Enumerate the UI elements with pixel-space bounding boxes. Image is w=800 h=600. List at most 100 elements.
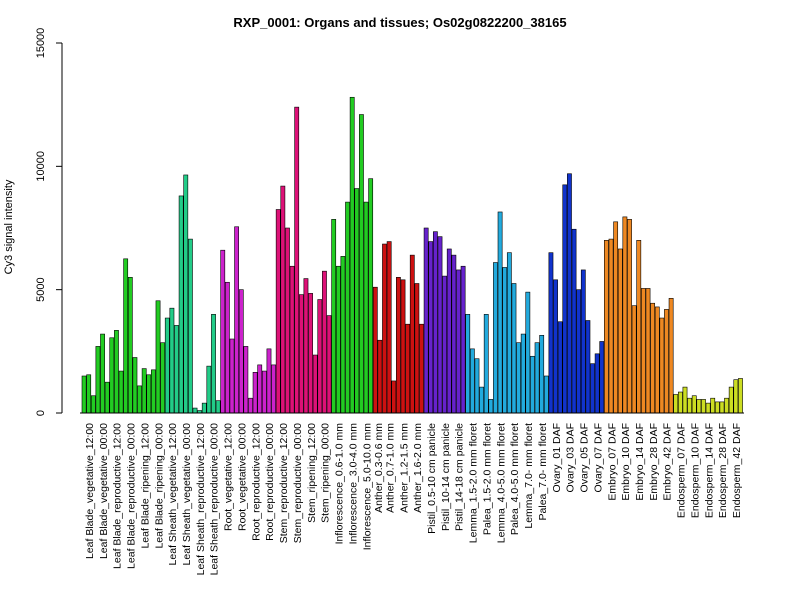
x-tick-label: Pistil_14-18 cm panicle: [454, 423, 466, 531]
bar: [104, 381, 110, 414]
bar: [691, 395, 697, 414]
bar: [673, 394, 679, 414]
bar: [192, 407, 198, 414]
bar: [151, 369, 156, 414]
bar: [497, 211, 503, 414]
x-tick-label: Embryo_07 DAF: [606, 423, 618, 501]
bar: [469, 348, 475, 414]
bar: [585, 320, 591, 414]
bar: [224, 281, 230, 414]
x-tick-label: Lemma_1.5-2.0 mm floret: [468, 423, 480, 543]
bar: [303, 278, 309, 414]
bar: [580, 269, 586, 414]
bar: [428, 241, 434, 414]
bar: [391, 380, 397, 414]
bar: [405, 323, 411, 414]
bar: [636, 240, 642, 414]
bar: [654, 306, 660, 414]
x-tick-label: Endosperm_14 DAF: [703, 423, 715, 518]
bar: [733, 379, 739, 414]
bar: [396, 277, 401, 414]
x-tick-label: Root_vegetative_12:00: [223, 423, 235, 531]
x-tick-label: Endosperm_42 DAF: [731, 423, 743, 518]
bar: [377, 339, 383, 414]
bar: [460, 265, 466, 414]
bar: [668, 297, 674, 414]
bar: [562, 184, 568, 414]
bar: [414, 283, 420, 414]
bar: [229, 338, 235, 414]
bars: [81, 96, 743, 414]
x-tick-label: Palea_1.5-2.0 mm floret: [481, 423, 493, 535]
bar: [456, 269, 461, 414]
bar: [493, 262, 498, 414]
x-tick-label: Embryo_28 DAF: [648, 423, 660, 501]
bar: [576, 289, 582, 414]
chart-title: RXP_0001: Organs and tissues; Os02g08222…: [233, 15, 566, 30]
x-tick-label: Anther_0.7-1.0 mm: [384, 423, 396, 513]
x-tick-label: Leaf Blade_reproductive_00:00: [126, 423, 138, 569]
x-tick-label: Root_reproductive_12:00: [250, 423, 262, 541]
bar: [451, 254, 457, 414]
x-tick-label: Pistil_0.5-10 cm panicle: [426, 423, 438, 534]
bar: [215, 400, 221, 414]
bar: [340, 256, 346, 414]
bar: [164, 317, 170, 414]
bar: [211, 314, 216, 414]
bar: [372, 286, 378, 414]
bar: [613, 221, 619, 414]
bar: [359, 114, 364, 414]
bar: [86, 374, 92, 414]
bar: [137, 385, 142, 414]
x-tick-label: Anther_1.6-2.0 mm: [412, 423, 424, 513]
bar: [160, 342, 166, 414]
bar: [650, 302, 656, 414]
x-tick-label: Lemma_4.0-5.0 mm floret: [495, 423, 507, 543]
x-tick-label: Ovary_03 DAF: [565, 423, 577, 492]
bar: [728, 386, 734, 414]
bar: [322, 270, 327, 414]
bar: [543, 375, 549, 414]
x-tick-label: Leaf Blade_ripening_00:00: [153, 423, 165, 549]
bar: [701, 399, 706, 414]
bar: [604, 240, 609, 414]
bar: [409, 254, 415, 414]
bar: [141, 368, 147, 414]
bar: [548, 252, 554, 414]
bar: [617, 248, 623, 414]
x-tick-label: Pistil_10-14 cm panicle: [440, 423, 452, 531]
x-tick-label: Inflorescence_0.6-1.0 mm: [334, 423, 346, 545]
x-tick-label: Endosperm_07 DAF: [676, 423, 688, 518]
bar: [557, 321, 563, 414]
x-tick-label: Leaf Blade_ripening_12:00: [139, 423, 151, 549]
bar: [317, 299, 323, 414]
bar: [109, 337, 115, 414]
bar: [100, 333, 105, 414]
bar: [483, 314, 489, 414]
bar: [590, 363, 595, 414]
bar: [594, 353, 600, 414]
bar: [127, 277, 133, 414]
bar: [132, 357, 138, 414]
bar: [183, 174, 189, 414]
bar: [81, 375, 87, 414]
bar: [502, 267, 508, 414]
y-tick-label: 10000: [35, 151, 47, 182]
x-tick-label: Embryo_42 DAF: [662, 423, 674, 501]
bar: [386, 241, 392, 414]
x-tick-label: Ovary_05 DAF: [579, 423, 591, 492]
bar: [326, 315, 332, 414]
bar: [571, 228, 577, 414]
bar: [516, 342, 521, 414]
x-tick-label: Palea_7.0- mm floret: [537, 423, 549, 521]
bar: [220, 249, 226, 414]
bar: [382, 243, 387, 414]
bar: [664, 309, 669, 414]
bar: [631, 305, 637, 414]
bar: [363, 201, 369, 414]
bar: [201, 402, 207, 414]
bar: [271, 364, 276, 414]
x-tick-label: Ovary_07 DAF: [592, 423, 604, 492]
bar: [682, 386, 688, 414]
